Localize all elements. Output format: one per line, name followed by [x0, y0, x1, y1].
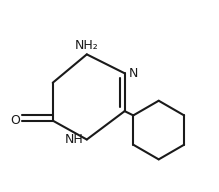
Text: O: O	[11, 114, 21, 127]
Text: NH: NH	[64, 133, 83, 146]
Text: N: N	[128, 67, 138, 80]
Text: NH₂: NH₂	[75, 40, 99, 52]
